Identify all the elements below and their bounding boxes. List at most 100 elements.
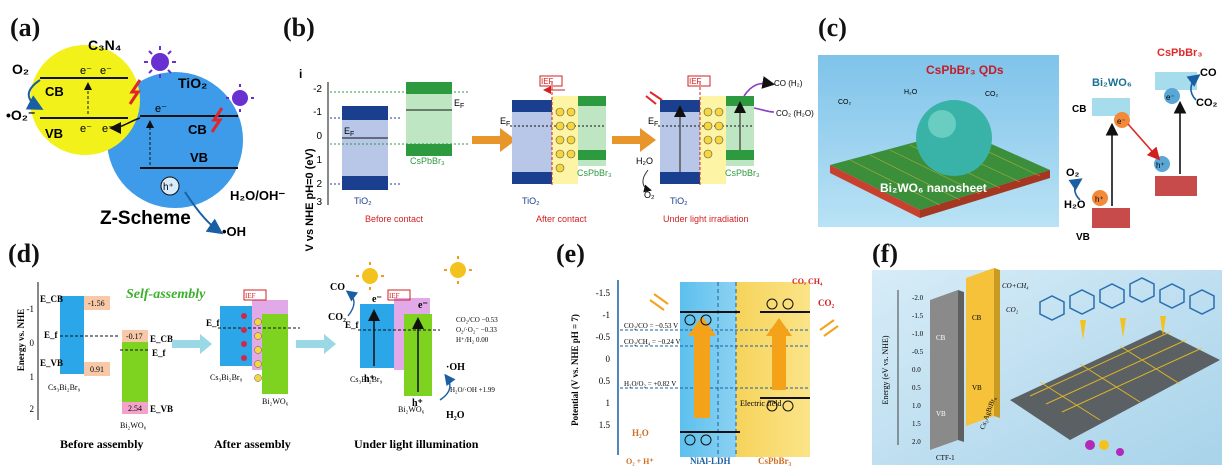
e-niallah-text: NiAl-LDH [690, 456, 731, 466]
c-hole-bi [1092, 190, 1108, 206]
cspbbr3-text: CsPbBr₃ [1157, 47, 1202, 59]
ctf-slab-side [958, 290, 964, 442]
cs3-vb-box [84, 362, 110, 376]
panel-a-label: (a) [10, 13, 40, 42]
f-cb-text: CB [936, 334, 946, 342]
e-tick: -1 [603, 310, 611, 320]
d-tick: 0 [30, 338, 35, 348]
bi-cb-box [122, 330, 148, 342]
hexagonal-network [1039, 277, 1215, 321]
d-tick: 1 [30, 372, 35, 382]
vb-text: VB [1076, 232, 1090, 243]
bi-name: Bi₂WO₆ [398, 405, 425, 414]
superoxide-text: •O₂⁻ [6, 107, 35, 123]
water-oxidation-arrow [642, 169, 652, 193]
panel-d: (d) Energy vs. NHE -1 0 1 2 Self-assembl… [8, 239, 498, 451]
cs3-cb-value: -1.56 [88, 299, 105, 308]
stage-before-contact: Before contact [365, 214, 424, 224]
co2-molecule-text: CO₂ [838, 99, 852, 106]
sun-icon [144, 46, 176, 78]
e-tick: -1.5 [596, 288, 611, 298]
co2-h2o-text: CO₂ (H₂O) [776, 109, 814, 118]
c3n4-electron: e⁻ [80, 65, 92, 77]
co2-reduction-arrow [743, 76, 776, 97]
e-tick: -0.5 [596, 332, 611, 342]
cs3-name: Cs₃Bi₂Br₉ [210, 373, 243, 382]
csp-vb-light [726, 150, 754, 160]
tio2-electron: e⁻ [155, 103, 167, 115]
panel-a: (a) C₃N₄ TiO₂ CB VB e⁻ e⁻ e⁻ e⁻ CB VB e⁻… [6, 13, 285, 239]
nanosheet-side [830, 165, 920, 218]
d-potential: O₂/·O₂⁻ −0.33 [456, 326, 497, 334]
d-electron: e⁻ [418, 300, 428, 311]
ef-label: E_f [345, 320, 360, 330]
e-y-axis-title: Potential (V vs. NHE pH = 7) [570, 314, 580, 426]
co-h2-text: CO (H₂) [774, 79, 803, 88]
d-ief-text: IEF [389, 292, 400, 300]
f-tick: 2.0 [912, 438, 921, 446]
ief-text: IEF [689, 77, 702, 86]
c3n4-electron-vb2: e⁻ [102, 123, 114, 135]
d-oh-text: ·OH [446, 362, 465, 373]
f-tick: -0.5 [912, 348, 924, 356]
ef-light-label: EF [648, 116, 658, 128]
e-tick: 0.5 [599, 376, 611, 386]
c-electron-text: e⁻ [1166, 93, 1175, 102]
charge-markers [555, 107, 576, 173]
ctf-slab [930, 290, 958, 450]
cs3-band-light [360, 304, 394, 368]
nanosheet-side [920, 170, 1050, 218]
csp-vb-before [406, 144, 452, 156]
tio2-vb-text: VB [190, 150, 208, 165]
c3n4-vb-text: VB [45, 126, 63, 141]
b-tick: -1 [313, 107, 322, 118]
light-rays-icon [819, 319, 839, 337]
d-y-axis-title: Energy vs. NHE [16, 309, 26, 371]
cs2-slab [966, 268, 994, 426]
f-cb-text: CB [972, 314, 982, 322]
ctf-framework-sheet [1010, 330, 1220, 440]
csp-ef-label: EF [454, 98, 464, 110]
f-y-axis-title: Energy (eV vs. NHE) [881, 335, 890, 404]
h2o-o2-arrow [1068, 178, 1083, 201]
bi-band [122, 330, 148, 410]
tio2-cb-text: CB [188, 122, 207, 137]
d-h2o-text: H₂O [446, 410, 465, 421]
cs3-band [60, 296, 84, 374]
e-charge-markers [684, 298, 794, 446]
c3n4-cb-text: CB [45, 84, 64, 99]
sun-icon [226, 84, 254, 112]
d-charge-markers [241, 313, 247, 361]
e-tick: 0 [606, 354, 611, 364]
tio2-hole [160, 176, 180, 196]
tio2-cb-after [512, 100, 552, 112]
co2-text: CO₂ [1196, 97, 1218, 109]
c-hole-text: h⁺ [1156, 161, 1165, 170]
o2-text: O₂ [1066, 167, 1080, 179]
cs2-slab-side [994, 268, 1000, 418]
tio2-vb-light [660, 172, 700, 184]
o2-reduction-arrow [25, 79, 44, 110]
f-tick: -1.0 [912, 330, 924, 338]
tio2-text: TiO₂ [670, 196, 688, 206]
csp-text: CsPbBr₃ [725, 168, 760, 178]
f-tick: -2.0 [912, 294, 924, 302]
f-tick: 1.0 [912, 402, 921, 410]
bi-name: Bi₂WO₆ [120, 421, 147, 430]
d-ief-box [243, 289, 267, 301]
ef-after-label: EF [500, 116, 510, 128]
e-o2-text: O₂ + H⁺ [626, 457, 654, 466]
molecule-atom [1116, 448, 1124, 456]
ecb-label: E_CB [40, 294, 63, 304]
cs3-cb-box [84, 296, 110, 310]
e-tick: 1 [606, 398, 611, 408]
stage-arrow [612, 128, 656, 152]
light-rays-icon [645, 91, 663, 105]
evb-label: E_VB [40, 358, 63, 368]
panel-f-label: (f) [872, 239, 898, 268]
c-hole-text: h⁺ [1095, 195, 1104, 204]
panel-f: (f) Energy (eV vs. NHE) -2.0 -1.5 -1.0 -… [872, 239, 1222, 465]
f-tick: 0.5 [912, 384, 921, 392]
d-h2o-arrow [439, 373, 456, 401]
